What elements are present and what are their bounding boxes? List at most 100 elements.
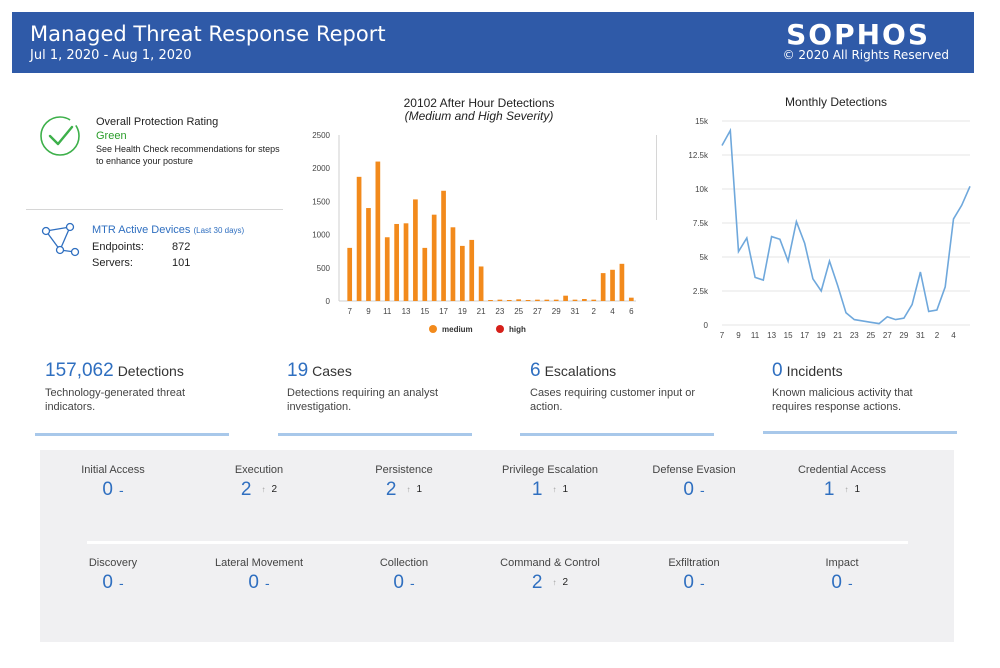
tactic-credential-access: Credential Access 1 ↑ 1 [772, 464, 912, 501]
x-tick-label: 15 [420, 307, 429, 316]
arrow-up-icon: ↑ [552, 485, 557, 495]
chart1-title: 20102 After Hour Detections [404, 96, 555, 110]
tactic-persistence: Persistence 2 ↑ 1 [334, 464, 474, 501]
tactic-privilege-escalation: Privilege Escalation 1 ↑ 1 [480, 464, 620, 501]
x-tick-label: 29 [899, 331, 908, 340]
tactic-name: Persistence [375, 464, 433, 476]
stat-cases: 19 Cases Detections requiring an analyst … [287, 360, 482, 414]
stat-description: Cases requiring customer input or action… [530, 387, 696, 413]
stat-label: Cases [312, 363, 352, 379]
x-tick-label: 25 [514, 307, 523, 316]
x-tick-label: 4 [951, 331, 956, 340]
x-tick-label: 9 [366, 307, 371, 316]
bar [413, 199, 418, 301]
tactic-name: Command & Control [500, 557, 600, 569]
devices-title: MTR Active Devices (Last 30 days) [92, 224, 244, 236]
stat-underline [520, 433, 714, 436]
stat-description: Known malicious activity that requires r… [772, 387, 913, 413]
stat-label: Escalations [544, 363, 617, 379]
bar [591, 299, 597, 301]
rating-value: Green [96, 130, 127, 142]
tactic-value: 2 [531, 572, 543, 593]
copyright-text: © 2020 All Rights Reserved [782, 48, 949, 62]
stat-number: 6 [530, 360, 541, 381]
y-tick-label: 0 [704, 321, 709, 330]
arrow-up-icon: ↑ [261, 485, 266, 495]
tactic-name: Execution [234, 464, 284, 476]
tactic-value: 0 [102, 479, 113, 500]
servers-row: Servers: 101 [92, 257, 190, 269]
x-tick-label: 29 [552, 307, 561, 316]
bar [572, 299, 578, 301]
sophos-logo: SOPHOS [786, 18, 930, 51]
stat-description: Detections requiring an analyst investig… [287, 387, 439, 413]
report-date-range: Jul 1, 2020 - Aug 1, 2020 [30, 48, 192, 63]
bar [610, 269, 615, 301]
stat-description: Technology-generated threat indicators. [45, 387, 186, 413]
tactic-change: 1 [854, 484, 861, 496]
section-divider [26, 209, 283, 210]
chart2-title: Monthly Detections [785, 95, 887, 109]
bar [384, 237, 390, 301]
tactic-change: 1 [562, 484, 569, 496]
tactic-name: Collection [379, 557, 429, 569]
check-circle-icon [40, 116, 80, 156]
bar [403, 223, 409, 301]
x-tick-label: 9 [736, 331, 741, 340]
tactic-value: 1 [531, 479, 543, 500]
endpoints-value: 872 [172, 241, 191, 253]
y-tick-label: 1500 [312, 197, 330, 206]
panel-divider [87, 541, 908, 544]
x-tick-label: 21 [477, 307, 486, 316]
tactic-value: 2 [385, 479, 397, 500]
x-tick-label: 13 [767, 331, 776, 340]
y-tick-label: 5k [700, 253, 709, 262]
tactic-defense-evasion: Defense Evasion 0- [624, 464, 764, 501]
y-tick-label: 15k [695, 117, 709, 126]
y-tick-label: 1000 [312, 231, 330, 240]
report-title: Managed Threat Response Report [30, 22, 386, 46]
chart1-subtitle: (Medium and High Severity) [405, 109, 554, 123]
tactic-execution: Execution 2 ↑ 2 [189, 464, 329, 501]
x-tick-label: 19 [458, 307, 467, 316]
bar [525, 300, 531, 301]
bar [366, 208, 371, 301]
monthly-detections-chart: Monthly Detections 15k 12.5k 10k 7.5k 5k 2.5k… [688, 95, 971, 340]
tactic-change: 2 [271, 484, 278, 496]
y-tick-label: 0 [326, 297, 331, 306]
tactic-command-control: Command & Control 2 ↑ 2 [480, 557, 620, 594]
bar [563, 295, 568, 301]
tactic-name: Privilege Escalation [502, 464, 598, 476]
x-tick-label: 19 [817, 331, 826, 340]
tactic-name: Lateral Movement [214, 557, 304, 569]
bar [375, 161, 381, 301]
bar [469, 239, 475, 301]
x-tick-label: 7 [720, 331, 725, 340]
bar [450, 227, 456, 301]
bar [441, 190, 446, 301]
x-tick-label: 2 [935, 331, 940, 340]
arrow-up-icon: ↑ [406, 485, 411, 495]
stat-incidents: 0 Incidents Known malicious activity that… [772, 360, 967, 414]
chart-separator [656, 135, 657, 220]
bar [394, 223, 399, 301]
tactic-change: 1 [416, 484, 423, 496]
tactic-name: Initial Access [81, 464, 145, 476]
y-tick-label: 2000 [312, 164, 330, 173]
stat-underline [763, 431, 957, 434]
tactic-discovery: Discovery 0- [43, 557, 183, 594]
tactic-value: 0 [683, 572, 694, 593]
tactic-value: 2 [240, 479, 252, 500]
x-tick-label: 11 [751, 331, 760, 340]
y-tick-label: 2.5k [693, 287, 709, 296]
bar [347, 247, 353, 301]
bar [422, 247, 428, 301]
tactic-initial-access: Initial Access 0- [43, 464, 183, 501]
legend-label-medium: medium [442, 325, 473, 334]
tactic-value: 0 [248, 572, 259, 593]
stat-detections: 157,062 Detections Technology-generated t… [45, 360, 240, 414]
tactic-value: 0 [393, 572, 404, 593]
mtr-active-devices: MTR Active Devices (Last 30 days) Endpoi… [40, 220, 290, 280]
bar [506, 300, 512, 301]
x-tick-label: 15 [784, 331, 793, 340]
